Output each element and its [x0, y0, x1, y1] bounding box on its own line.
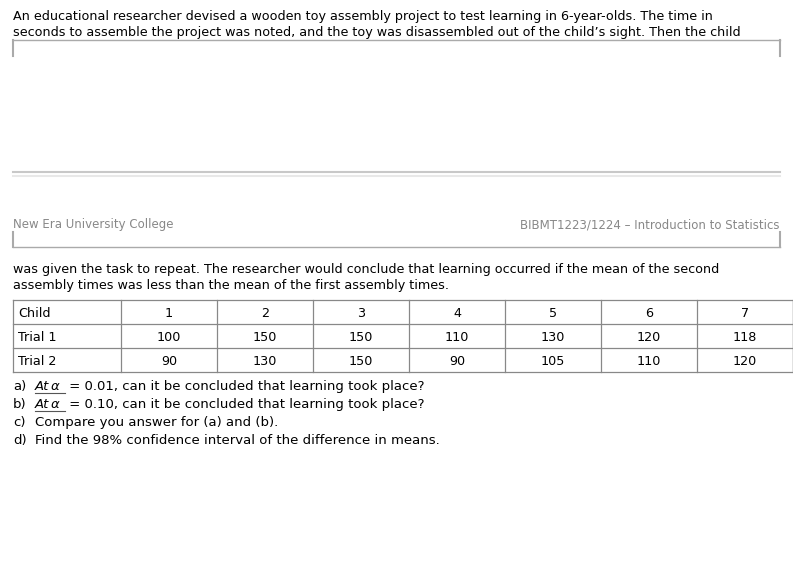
Text: 120: 120 — [637, 331, 661, 344]
Text: 118: 118 — [733, 331, 757, 344]
Text: Trial 2: Trial 2 — [18, 355, 56, 368]
Text: 3: 3 — [357, 307, 365, 320]
Text: 110: 110 — [445, 331, 469, 344]
Text: 105: 105 — [541, 355, 565, 368]
Text: 7: 7 — [741, 307, 749, 320]
Text: was given the task to repeat. The researcher would conclude that learning occurr: was given the task to repeat. The resear… — [13, 263, 719, 276]
Text: 150: 150 — [349, 331, 374, 344]
Text: 120: 120 — [733, 355, 757, 368]
Text: An educational researcher devised a wooden toy assembly project to test learning: An educational researcher devised a wood… — [13, 10, 713, 23]
Text: 150: 150 — [253, 331, 278, 344]
Text: 90: 90 — [161, 355, 177, 368]
Text: 6: 6 — [645, 307, 653, 320]
Text: Child: Child — [18, 307, 51, 320]
Text: = 0.10, can it be concluded that learning took place?: = 0.10, can it be concluded that learnin… — [65, 398, 424, 411]
Text: Trial 1: Trial 1 — [18, 331, 56, 344]
Text: 90: 90 — [449, 355, 465, 368]
Text: At α: At α — [35, 398, 61, 411]
Text: BIBMT1223/1224 – Introduction to Statistics: BIBMT1223/1224 – Introduction to Statist… — [520, 218, 780, 231]
Text: b): b) — [13, 398, 27, 411]
Text: 130: 130 — [541, 331, 565, 344]
Text: 110: 110 — [637, 355, 661, 368]
Text: 5: 5 — [549, 307, 557, 320]
Text: seconds to assemble the project was noted, and the toy was disassembled out of t: seconds to assemble the project was note… — [13, 26, 741, 39]
Text: Compare you answer for (a) and (b).: Compare you answer for (a) and (b). — [35, 416, 278, 429]
Text: 150: 150 — [349, 355, 374, 368]
Text: Find the 98% confidence interval of the difference in means.: Find the 98% confidence interval of the … — [35, 434, 440, 447]
Text: 4: 4 — [453, 307, 461, 320]
Text: 130: 130 — [253, 355, 278, 368]
Text: c): c) — [13, 416, 25, 429]
Text: 1: 1 — [165, 307, 173, 320]
Text: assembly times was less than the mean of the first assembly times.: assembly times was less than the mean of… — [13, 279, 449, 292]
Text: New Era University College: New Era University College — [13, 218, 174, 231]
Text: a): a) — [13, 380, 26, 393]
Text: At α: At α — [35, 380, 61, 393]
Text: 2: 2 — [261, 307, 269, 320]
Text: = 0.01, can it be concluded that learning took place?: = 0.01, can it be concluded that learnin… — [65, 380, 424, 393]
Text: 100: 100 — [157, 331, 181, 344]
Text: d): d) — [13, 434, 27, 447]
